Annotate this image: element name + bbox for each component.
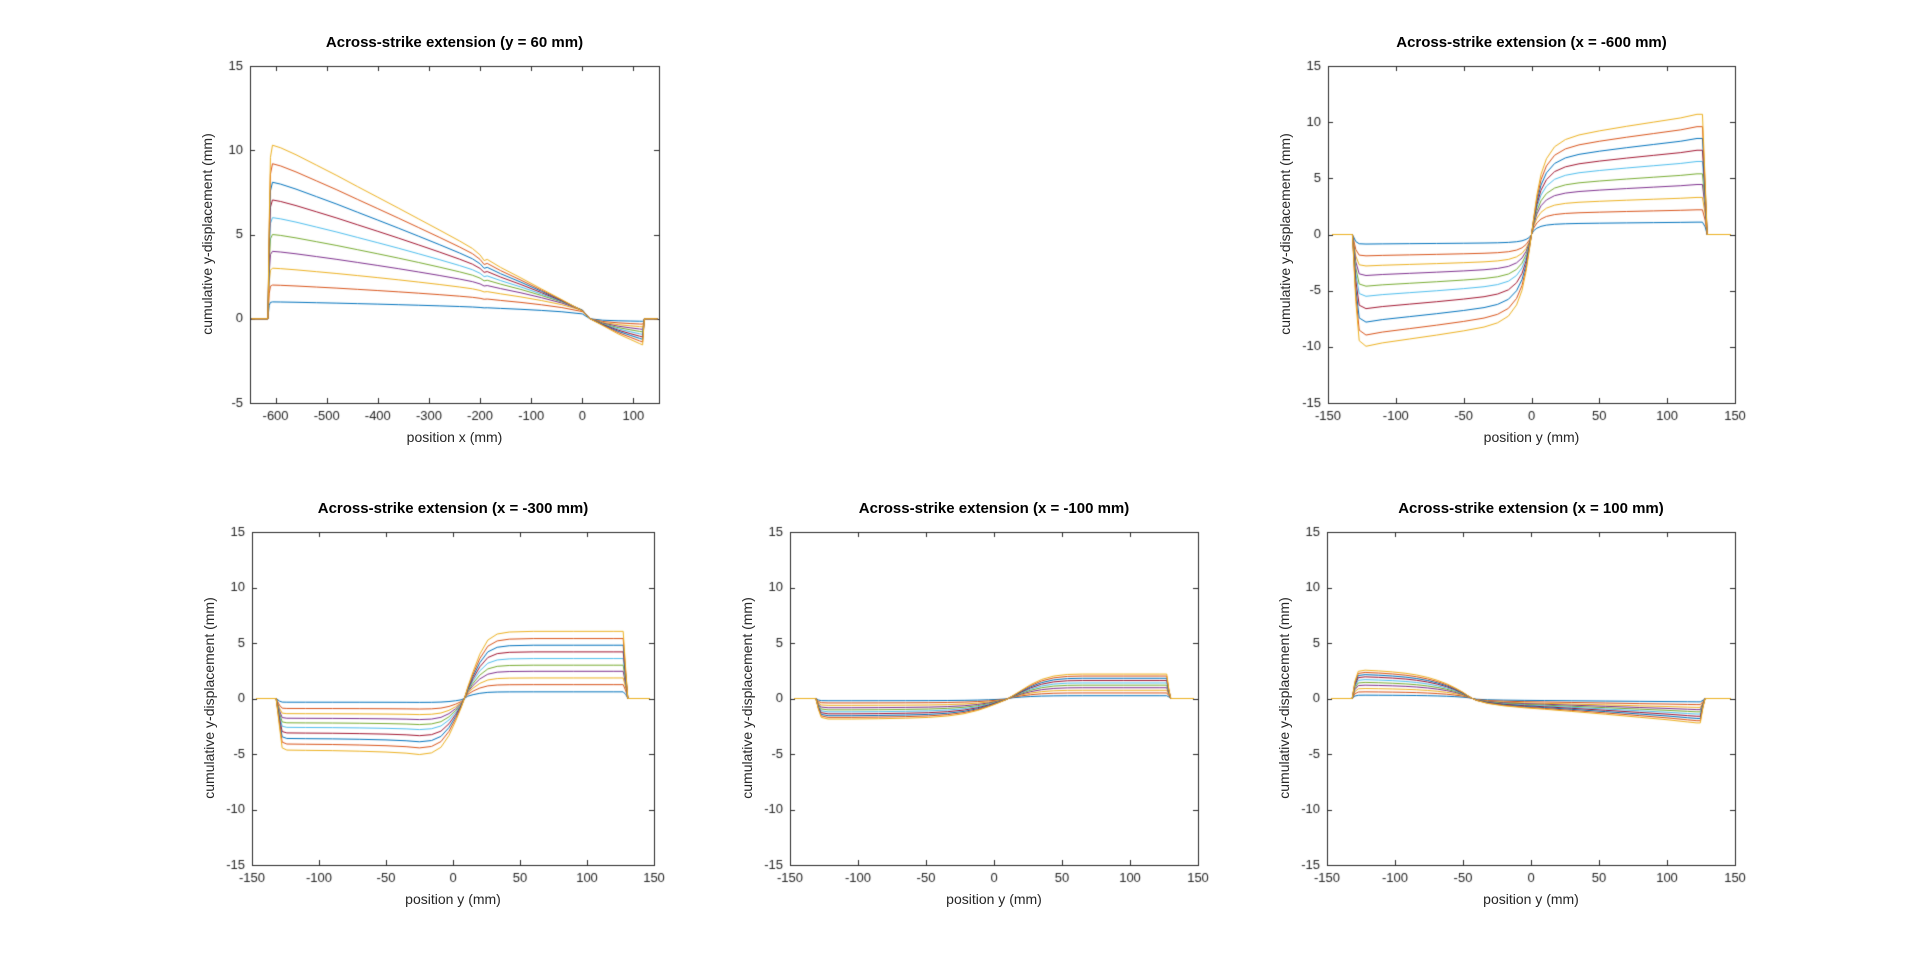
subplot-2-title: Across-strike extension (x = -600 mm)	[1396, 34, 1667, 51]
subplot-1-xlabel: position x (mm)	[406, 429, 503, 445]
subplot-1-title: Across-strike extension (y = 60 mm)	[325, 34, 584, 51]
subplot-5-title: Across-strike extension (x = 100 mm)	[1398, 500, 1664, 517]
subplot-2-xlabel: position y (mm)	[1483, 429, 1580, 445]
subplot-1-ylabel: cumulative y-displacement (mm)	[199, 132, 215, 335]
subplot-5-xlabel: position y (mm)	[1483, 891, 1579, 907]
subplot-4-xlabel: position y (mm)	[946, 891, 1042, 907]
subplot-5-ylabel: cumulative y-displacement (mm)	[1276, 596, 1292, 799]
subplot-4-title: Across-strike extension (x = -100 mm)	[858, 500, 1130, 517]
subplot-2-ylabel: cumulative y-displacement (mm)	[1277, 132, 1293, 335]
subplot-3-title: Across-strike extension (x = -300 mm)	[317, 500, 589, 517]
subplot-3-ylabel: cumulative y-displacement (mm)	[201, 596, 217, 799]
subplot-4-ylabel: cumulative y-displacement (mm)	[739, 596, 755, 799]
subplot-3-xlabel: position y (mm)	[405, 891, 501, 907]
